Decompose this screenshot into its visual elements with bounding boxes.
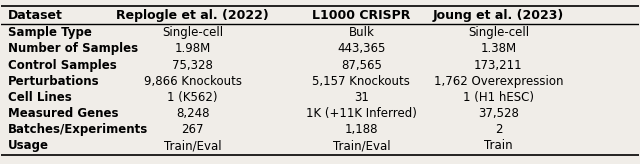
Text: Control Samples: Control Samples [8, 59, 116, 72]
Text: Measured Genes: Measured Genes [8, 107, 118, 120]
Text: Sample Type: Sample Type [8, 26, 92, 39]
Text: 173,211: 173,211 [474, 59, 523, 72]
Text: 1,188: 1,188 [345, 123, 378, 136]
Text: Joung et al. (2023): Joung et al. (2023) [433, 9, 564, 22]
Text: 1.38M: 1.38M [481, 42, 516, 55]
Text: 443,365: 443,365 [337, 42, 386, 55]
Text: Replogle et al. (2022): Replogle et al. (2022) [116, 9, 269, 22]
Text: 31: 31 [354, 91, 369, 104]
Text: 1 (K562): 1 (K562) [167, 91, 218, 104]
Text: Cell Lines: Cell Lines [8, 91, 72, 104]
Text: 1K (+11K Inferred): 1K (+11K Inferred) [306, 107, 417, 120]
Text: Single-cell: Single-cell [162, 26, 223, 39]
Text: Dataset: Dataset [8, 9, 63, 22]
Text: Batches/Experiments: Batches/Experiments [8, 123, 148, 136]
Text: Number of Samples: Number of Samples [8, 42, 138, 55]
Text: 9,866 Knockouts: 9,866 Knockouts [143, 75, 241, 88]
Text: Perturbations: Perturbations [8, 75, 99, 88]
Text: 267: 267 [181, 123, 204, 136]
Text: Train: Train [484, 139, 513, 152]
Text: Bulk: Bulk [349, 26, 374, 39]
Text: Single-cell: Single-cell [468, 26, 529, 39]
Text: Train/Eval: Train/Eval [333, 139, 390, 152]
Text: 5,157 Knockouts: 5,157 Knockouts [312, 75, 410, 88]
Text: Train/Eval: Train/Eval [164, 139, 221, 152]
Text: 87,565: 87,565 [341, 59, 382, 72]
Text: 1.98M: 1.98M [175, 42, 211, 55]
Text: 75,328: 75,328 [172, 59, 213, 72]
Text: Usage: Usage [8, 139, 49, 152]
Text: 1 (H1 hESC): 1 (H1 hESC) [463, 91, 534, 104]
Text: 8,248: 8,248 [176, 107, 209, 120]
Text: 1,762 Overexpression: 1,762 Overexpression [434, 75, 563, 88]
Text: 2: 2 [495, 123, 502, 136]
Text: L1000 CRISPR: L1000 CRISPR [312, 9, 411, 22]
Text: 37,528: 37,528 [478, 107, 519, 120]
